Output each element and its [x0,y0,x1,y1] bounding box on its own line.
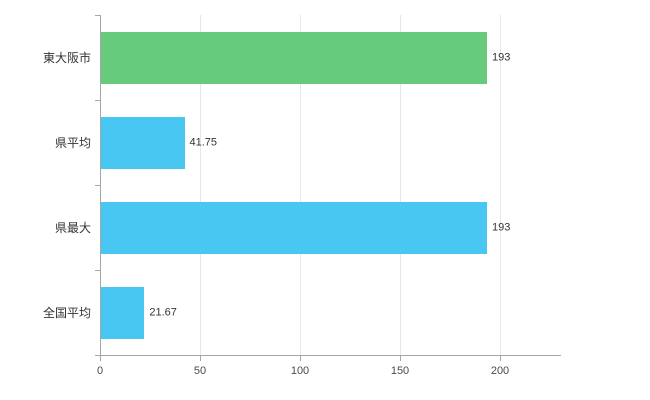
category-label: 東大阪市 [42,50,91,65]
x-gridline [200,15,201,355]
category-label: 全国平均 [42,305,91,320]
x-tick-label: 100 [290,365,310,377]
bar [101,286,145,339]
y-axis-tick [95,15,100,16]
bar-value-label: 193 [492,221,511,233]
bar-value-label: 193 [492,51,511,63]
category-label: 県平均 [54,135,91,150]
y-axis-tick [95,355,100,356]
x-gridline [500,15,501,355]
bar [101,116,185,169]
x-gridline [300,15,301,355]
bar-value-label: 41.75 [189,136,218,148]
x-tick-label: 200 [490,365,510,377]
x-axis-tick [400,356,401,361]
x-tick-label: 50 [193,365,207,377]
x-axis-line [100,355,561,356]
bar [101,31,487,84]
y-axis-line [100,15,101,356]
bar [101,201,487,254]
y-axis-tick [95,185,100,186]
x-axis-tick [500,356,501,361]
x-axis-tick [200,356,201,361]
x-axis-tick [300,356,301,361]
x-gridline [400,15,401,355]
bar-value-label: 21.67 [149,306,177,318]
x-tick-label: 0 [96,365,104,377]
x-axis-tick [100,356,101,361]
category-label: 県最大 [54,220,91,235]
y-axis-tick [95,100,100,101]
y-axis-tick [95,270,100,271]
x-tick-label: 150 [390,365,410,377]
